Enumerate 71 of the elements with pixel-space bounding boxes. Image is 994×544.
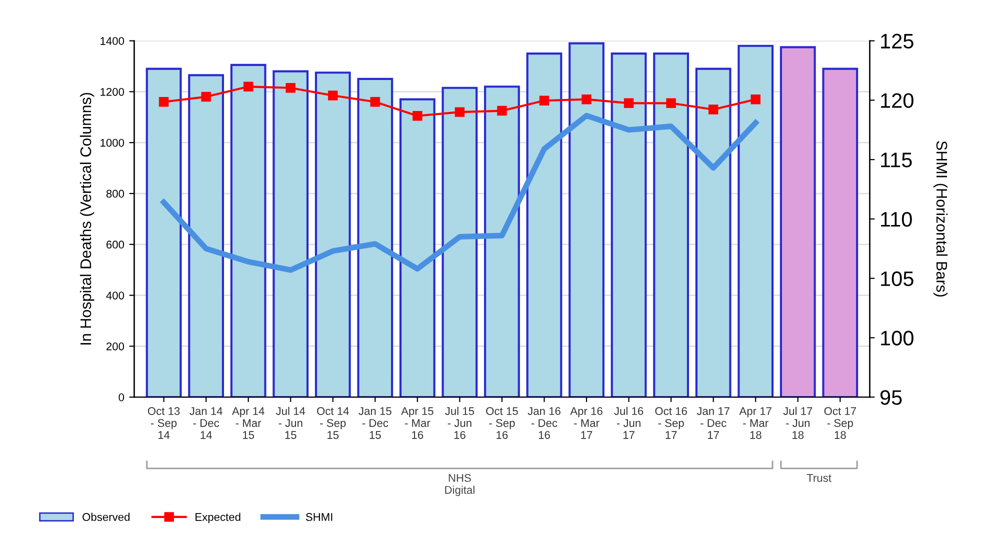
y-tick-label: 0: [118, 393, 124, 402]
x-tick-label: Oct 17 - Sep 18: [824, 407, 856, 439]
bar: [526, 52, 562, 398]
point: [666, 98, 676, 108]
y-tick-label: 400: [106, 292, 124, 300]
bar: [610, 52, 647, 398]
x-tick-label: Oct 14 - Sep 15: [317, 407, 349, 439]
point: [454, 107, 465, 117]
x-tick-label: Jul 15 - Jun 16: [445, 406, 474, 439]
bar: [188, 74, 224, 398]
bar: [230, 64, 266, 398]
y2-tick-label: 115: [881, 152, 912, 168]
y-tick-label: 200: [106, 342, 124, 350]
x-tick-label: Oct 13 - Sep 14: [148, 407, 180, 439]
bar: [568, 42, 604, 398]
x-tick-label: Jan 14 - Dec 14: [190, 407, 222, 439]
bar: [780, 46, 816, 398]
y-axis-title: In Hospital Deaths (Vertical Columns): [80, 92, 94, 344]
bar: [272, 70, 309, 398]
point: [497, 106, 507, 116]
y-tick-label: 1200: [100, 88, 124, 96]
x-tick-label: Apr 14 - Mar 15: [232, 407, 264, 439]
text: Trust: [806, 474, 832, 482]
bar: [653, 52, 690, 398]
x-tick-label: Jan 15 - Dec 15: [358, 407, 392, 439]
y-tick-label: 800: [106, 190, 124, 198]
y-tick-label: 600: [106, 240, 124, 249]
legend-label: Expected: [196, 512, 240, 524]
y2-tick-label: 100: [881, 330, 914, 346]
y2-axis-title: SHMI (Horizontal Bars): [933, 141, 948, 297]
x-tick-label: Jul 17 - Jun 18: [783, 406, 812, 439]
y2-tick-label: 105: [881, 271, 914, 286]
x-tick-label: Jan 17 - Dec 17: [696, 407, 730, 439]
y-tick-label: 1400: [100, 37, 124, 45]
bar: [695, 68, 732, 398]
x-tick-label: Apr 16 - Mar 17: [570, 407, 602, 439]
x-tick-label: Oct 16 - Sep 17: [655, 407, 687, 439]
bar: [399, 98, 436, 398]
y-tick-label: 1000: [100, 138, 124, 147]
x-tick-label: Jul 16 - Jun 17: [614, 406, 644, 439]
y2-tick-label: 95: [880, 390, 902, 405]
point: [624, 98, 634, 108]
bar: [314, 72, 351, 398]
legend-label: Observed: [82, 512, 130, 521]
x-tick-label: Jul 14 - Jun 15: [276, 406, 306, 439]
x-tick-label: Jan 16 - Dec 16: [528, 407, 560, 439]
point: [201, 92, 211, 102]
point: [750, 94, 760, 104]
point: [158, 97, 169, 107]
y2-tick-label: 120: [881, 93, 914, 108]
legend-label: SHMI: [306, 513, 332, 521]
x-tick-label: Apr 15 - Mar 16: [401, 407, 434, 439]
point: [370, 97, 380, 107]
point: [328, 90, 338, 100]
point: [582, 94, 592, 104]
y2-tick-label: 110: [881, 212, 912, 227]
bar: [146, 68, 182, 398]
point: [243, 82, 254, 92]
text: NHS Digital: [445, 474, 474, 496]
point: [539, 96, 550, 106]
bar: [484, 86, 520, 398]
x-tick-label: Oct 15 - Sep 16: [486, 407, 518, 439]
point: [708, 104, 718, 114]
bar: [822, 68, 858, 398]
x-tick-label: Apr 17 - Mar 18: [739, 407, 772, 439]
y2-tick-label: 125: [881, 34, 914, 49]
bar: [357, 78, 394, 398]
point: [286, 83, 296, 93]
point: [412, 111, 422, 121]
bar: [442, 86, 478, 398]
bar: [738, 44, 774, 398]
